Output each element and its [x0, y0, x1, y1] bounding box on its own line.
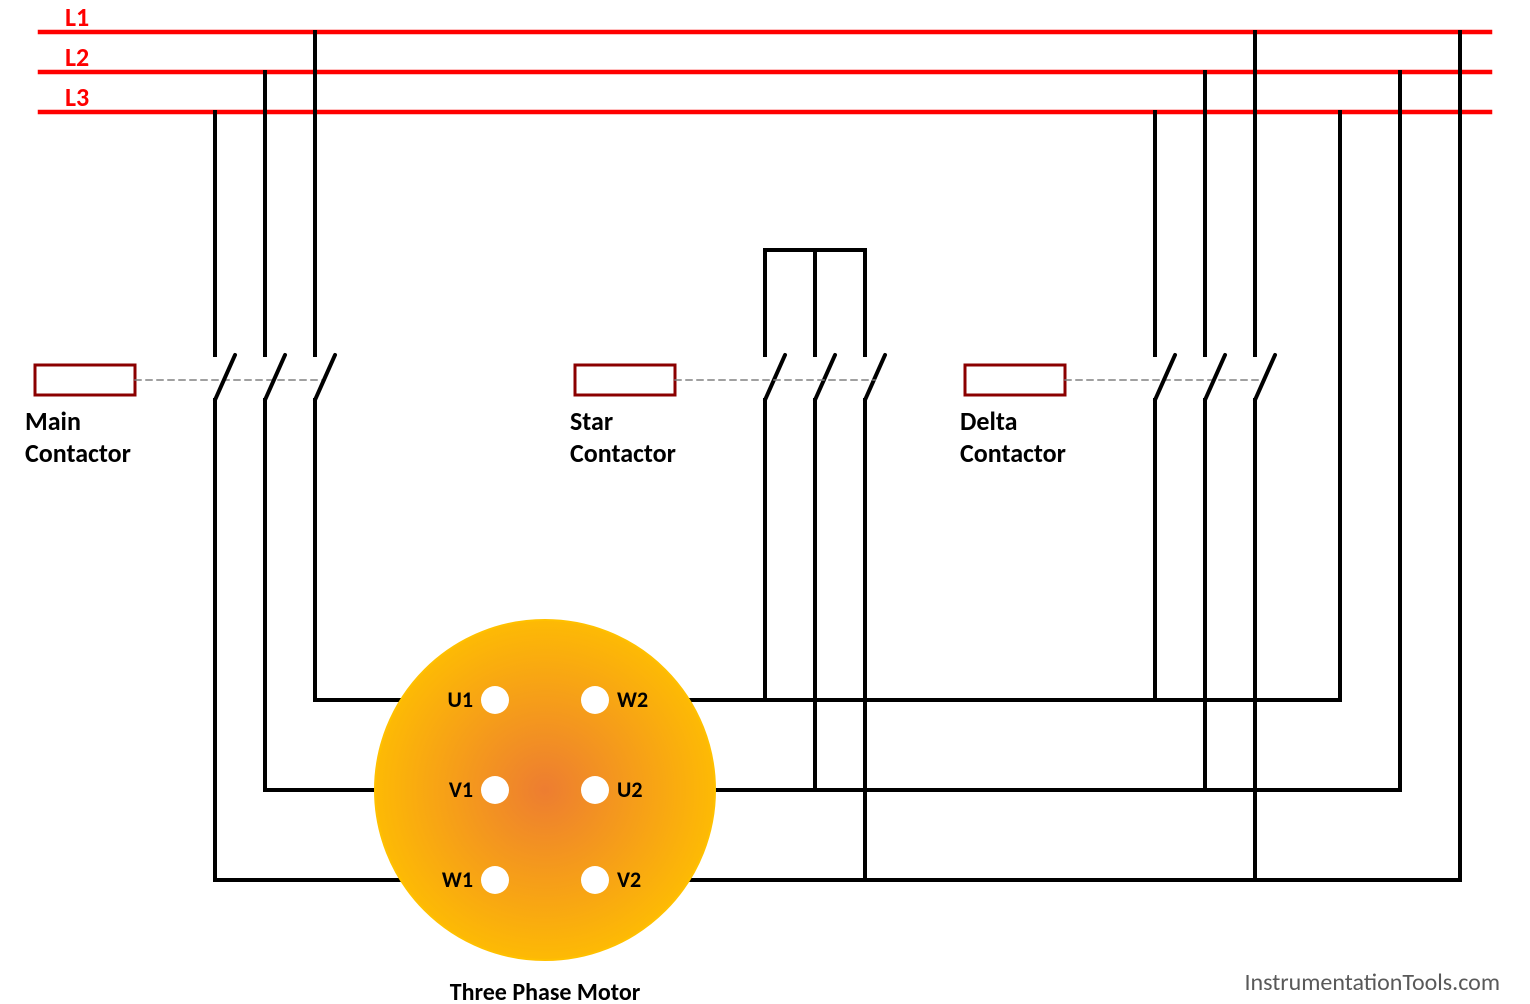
star-contactor-label: Contactor: [570, 437, 676, 469]
terminal-w2: [581, 686, 609, 714]
terminal-v2: [581, 866, 609, 894]
delta-contactor-label: Contactor: [960, 437, 1066, 469]
main-contactor-label: Main: [25, 405, 81, 437]
main-contactor-label: Contactor: [25, 437, 131, 469]
phase-label-l1: L1: [65, 1, 89, 33]
star-contactor-blade-2: [815, 355, 835, 400]
main-contactor-coil: [35, 365, 135, 395]
main-contactor-blade-1: [215, 355, 235, 400]
star-contactor-coil: [575, 365, 675, 395]
phase-label-l3: L3: [65, 81, 89, 113]
star-contactor-blade-1: [765, 355, 785, 400]
delta-contactor-blade-2: [1205, 355, 1225, 400]
terminal-u2: [581, 776, 609, 804]
delta-contactor-blade-3: [1255, 355, 1275, 400]
main-contactor-blade-3: [315, 355, 335, 400]
terminal-w2-label: W2: [617, 686, 648, 713]
star-contactor-label: Star: [570, 405, 613, 437]
terminal-v1: [481, 776, 509, 804]
watermark: InstrumentationTools.com: [1244, 968, 1500, 997]
terminal-v2-label: V2: [617, 866, 641, 893]
delta-contactor-label: Delta: [960, 405, 1017, 437]
motor-caption: Three Phase Motor: [450, 978, 641, 1004]
motor-body: [375, 620, 715, 960]
terminal-u1-label: U1: [447, 686, 473, 713]
phase-label-l2: L2: [65, 41, 89, 73]
terminal-w1-label: W1: [442, 866, 473, 893]
terminal-u2-label: U2: [617, 776, 643, 803]
delta-contactor-coil: [965, 365, 1065, 395]
delta-contactor-blade-1: [1155, 355, 1175, 400]
terminal-u1: [481, 686, 509, 714]
terminal-w1: [481, 866, 509, 894]
circuit-diagram: L1L2L3MainContactorStarContactorDeltaCon…: [0, 0, 1530, 1004]
star-contactor-blade-3: [865, 355, 885, 400]
main-contactor-blade-2: [265, 355, 285, 400]
terminal-v1-label: V1: [449, 776, 473, 803]
